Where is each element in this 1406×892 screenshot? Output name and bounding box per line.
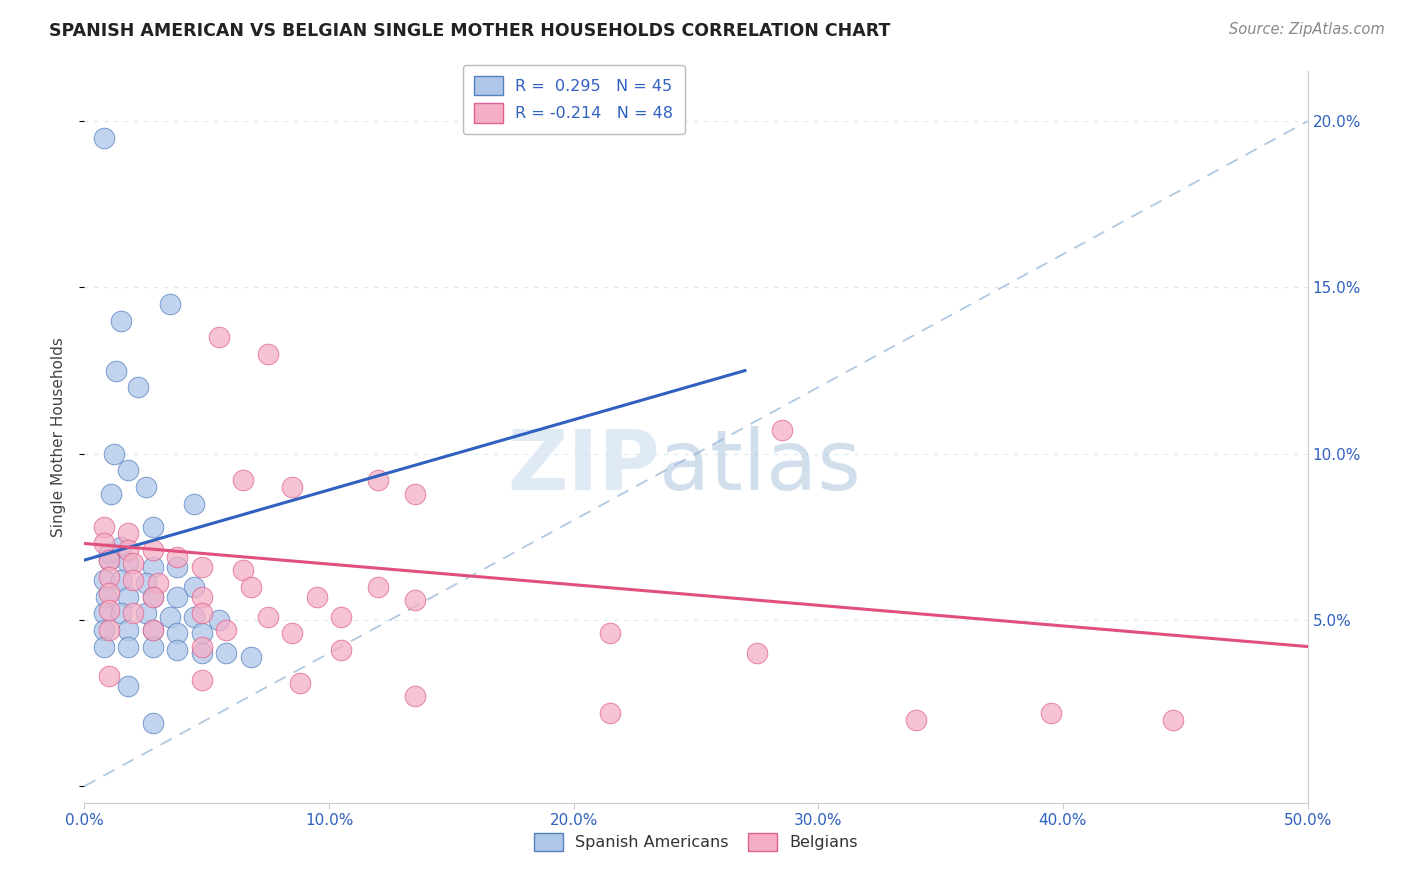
Point <box>93 573 115 587</box>
Point <box>404 486 426 500</box>
Point <box>142 543 165 558</box>
Point <box>100 486 122 500</box>
Point <box>97 546 120 560</box>
Point <box>191 607 214 621</box>
Point <box>117 680 139 694</box>
Point <box>142 590 165 604</box>
Point <box>288 676 311 690</box>
Point <box>122 573 145 587</box>
Point <box>142 623 165 637</box>
Point <box>127 380 149 394</box>
Point <box>367 580 389 594</box>
Point <box>142 520 165 534</box>
Point <box>146 576 169 591</box>
Point <box>117 463 139 477</box>
Point <box>142 640 165 654</box>
Point <box>183 580 205 594</box>
Point <box>142 623 165 637</box>
Point <box>1161 713 1184 727</box>
Point <box>747 646 769 660</box>
Point <box>97 603 120 617</box>
Point <box>93 131 115 145</box>
Point <box>166 590 188 604</box>
Point <box>117 557 139 571</box>
Point <box>93 623 115 637</box>
Point <box>1039 706 1062 720</box>
Text: SPANISH AMERICAN VS BELGIAN SINGLE MOTHER HOUSEHOLDS CORRELATION CHART: SPANISH AMERICAN VS BELGIAN SINGLE MOTHE… <box>49 22 890 40</box>
Point <box>191 673 214 687</box>
Point <box>183 497 205 511</box>
Point <box>770 424 793 438</box>
Point <box>105 363 128 377</box>
Point <box>97 553 120 567</box>
Point <box>166 626 188 640</box>
Point <box>97 553 120 567</box>
Point <box>599 626 621 640</box>
Point <box>232 563 254 577</box>
Point <box>110 573 132 587</box>
Point <box>257 347 280 361</box>
Point <box>191 590 214 604</box>
Point <box>110 314 132 328</box>
Point <box>239 580 262 594</box>
Point <box>117 590 139 604</box>
Point <box>330 643 353 657</box>
Point <box>93 640 115 654</box>
Text: ZIP: ZIP <box>506 425 659 507</box>
Point <box>103 447 125 461</box>
Point <box>191 626 214 640</box>
Point <box>232 473 254 487</box>
Point <box>305 590 328 604</box>
Point <box>93 520 115 534</box>
Point <box>599 706 621 720</box>
Point <box>166 559 188 574</box>
Point <box>135 576 157 591</box>
Point <box>135 480 157 494</box>
Point <box>191 640 214 654</box>
Point <box>166 643 188 657</box>
Point <box>93 536 115 550</box>
Point <box>905 713 928 727</box>
Point <box>142 716 165 731</box>
Point <box>117 623 139 637</box>
Point <box>97 623 120 637</box>
Point <box>122 607 145 621</box>
Point <box>117 640 139 654</box>
Point <box>93 607 115 621</box>
Point <box>142 559 165 574</box>
Y-axis label: Single Mother Households: Single Mother Households <box>51 337 66 537</box>
Point <box>215 646 238 660</box>
Point <box>404 690 426 704</box>
Point <box>191 646 214 660</box>
Point <box>135 607 157 621</box>
Point <box>97 586 120 600</box>
Point <box>166 549 188 564</box>
Point <box>191 559 214 574</box>
Point <box>257 609 280 624</box>
Point <box>159 297 181 311</box>
Legend: Spanish Americans, Belgians: Spanish Americans, Belgians <box>527 827 865 857</box>
Point <box>215 623 238 637</box>
Point <box>183 609 205 624</box>
Text: Source: ZipAtlas.com: Source: ZipAtlas.com <box>1229 22 1385 37</box>
Point <box>96 590 118 604</box>
Point <box>367 473 389 487</box>
Point <box>122 557 145 571</box>
Point <box>110 607 132 621</box>
Point <box>97 669 120 683</box>
Point <box>110 540 132 554</box>
Text: atlas: atlas <box>659 425 860 507</box>
Point <box>208 613 231 627</box>
Point <box>281 626 304 640</box>
Point <box>239 649 262 664</box>
Point <box>97 570 120 584</box>
Point <box>142 590 165 604</box>
Point <box>404 593 426 607</box>
Point <box>159 609 181 624</box>
Point <box>330 609 353 624</box>
Point <box>208 330 231 344</box>
Point <box>117 526 139 541</box>
Point <box>117 543 139 558</box>
Point <box>281 480 304 494</box>
